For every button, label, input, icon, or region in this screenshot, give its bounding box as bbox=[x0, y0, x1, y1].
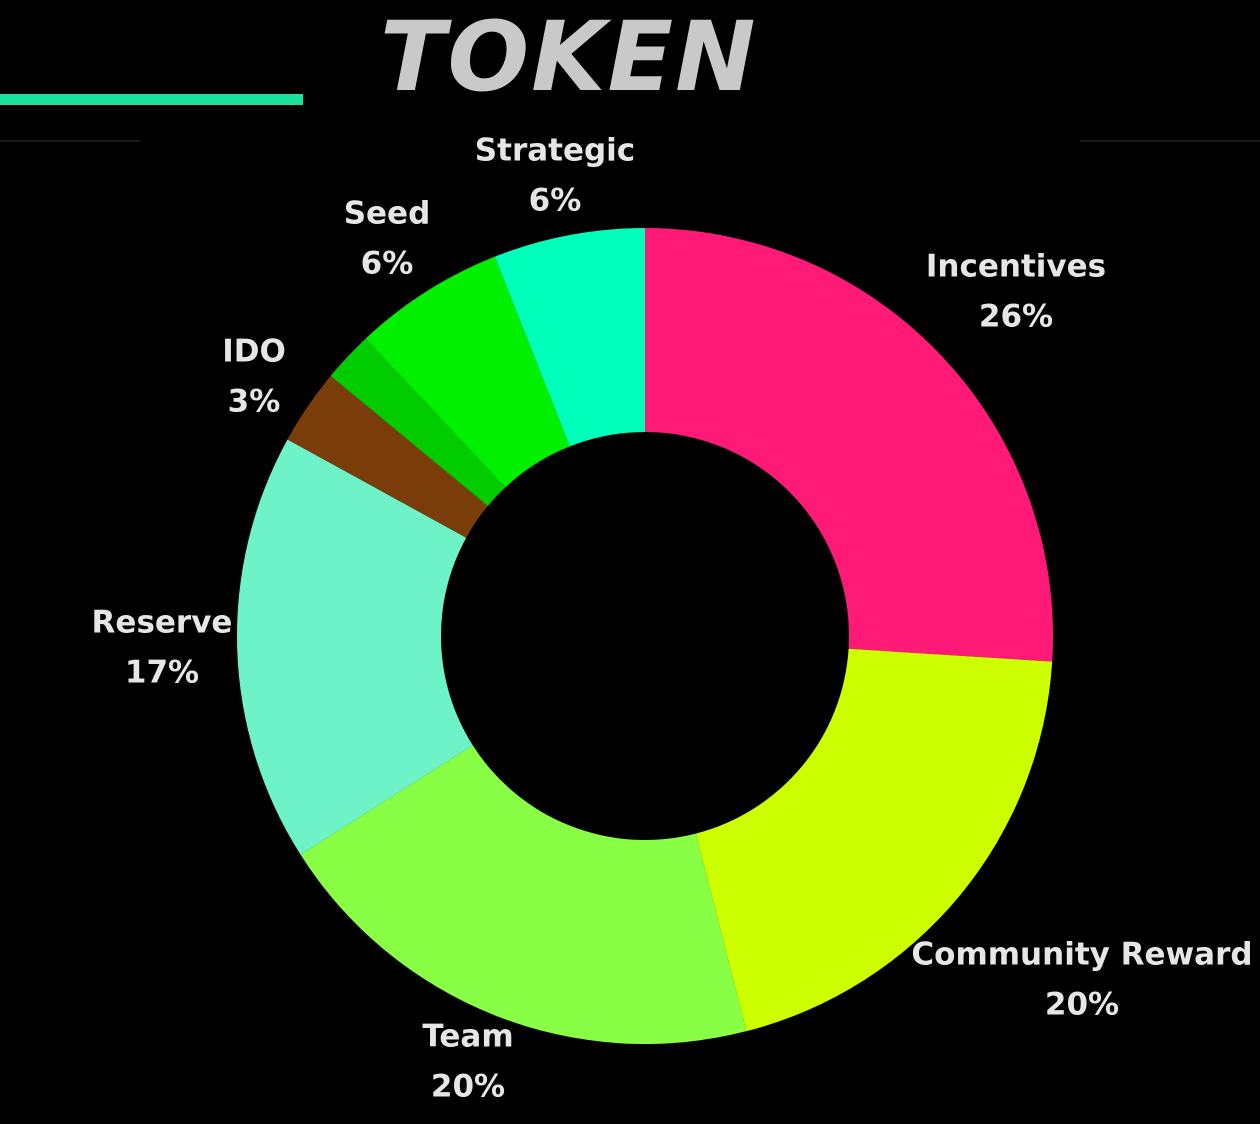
slice-label-reserve: Reserve bbox=[92, 605, 233, 641]
slice-ido bbox=[287, 375, 488, 538]
slice-value-seed: 6% bbox=[361, 246, 414, 282]
slice-minor-5 bbox=[330, 338, 506, 506]
divider-right bbox=[1080, 140, 1260, 142]
slice-incentives bbox=[645, 228, 1053, 662]
slice-seed bbox=[365, 256, 570, 488]
slice-label-team: Team bbox=[422, 1019, 513, 1055]
slice-community-reward bbox=[695, 648, 1053, 1032]
slice-label-seed: Seed bbox=[344, 196, 431, 232]
slice-value-ido: 3% bbox=[228, 384, 281, 420]
accent-bar bbox=[0, 94, 303, 105]
chart-title: TOKEN bbox=[380, 1, 758, 113]
slice-value-reserve: 17% bbox=[125, 655, 199, 691]
slice-label-strategic: Strategic bbox=[475, 133, 635, 169]
slice-value-community-reward: 20% bbox=[1045, 987, 1119, 1023]
slice-label-incentives: Incentives bbox=[926, 249, 1106, 285]
slice-label-ido: IDO bbox=[222, 334, 286, 370]
slice-value-team: 20% bbox=[431, 1069, 505, 1105]
donut-slices bbox=[236, 228, 1053, 1044]
slice-strategic bbox=[494, 228, 645, 447]
slice-labels: Incentives 26% Community Reward 20% Team 20% R… bbox=[92, 133, 1253, 1105]
slice-label-community-reward: Community Reward bbox=[911, 937, 1252, 973]
slice-value-incentives: 26% bbox=[979, 299, 1053, 335]
slice-reserve bbox=[236, 439, 473, 855]
slice-value-strategic: 6% bbox=[529, 183, 582, 219]
divider-left bbox=[0, 140, 140, 142]
slice-team bbox=[300, 745, 747, 1044]
